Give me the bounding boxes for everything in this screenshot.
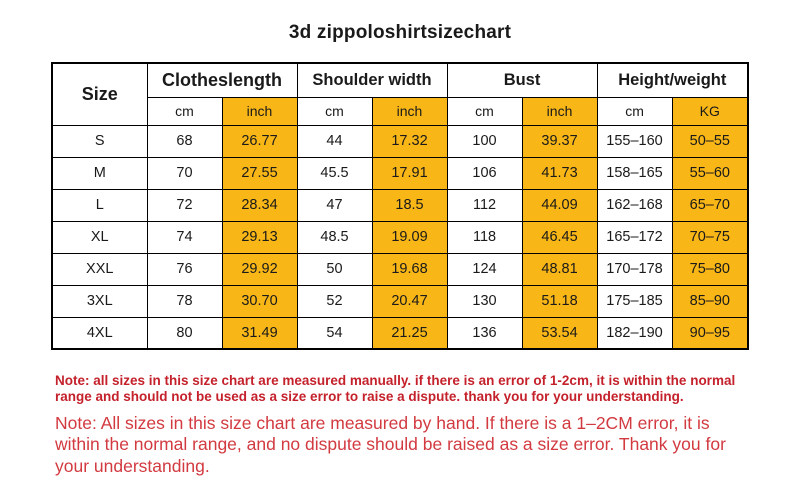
- value-cell: 26.77: [221, 124, 298, 158]
- notes-section: Note: all sizes in this size chart are m…: [55, 373, 747, 477]
- value-cell: 90–95: [671, 316, 749, 350]
- value-cell: 19.09: [371, 220, 448, 254]
- value-cell: 175–185: [596, 284, 673, 318]
- value-cell: 158–165: [596, 156, 673, 190]
- value-cell: 17.91: [371, 156, 448, 190]
- value-cell: 118: [446, 220, 523, 254]
- value-cell: 52: [296, 284, 373, 318]
- value-cell: 100: [446, 124, 523, 158]
- value-cell: 70: [146, 156, 223, 190]
- value-cell: 31.49: [221, 316, 298, 350]
- value-cell: 112: [446, 188, 523, 222]
- value-cell: 55–60: [671, 156, 749, 190]
- value-cell: 70–75: [671, 220, 749, 254]
- value-cell: 53.54: [521, 316, 598, 350]
- unit-cell-inch: inch: [371, 96, 448, 126]
- size-cell: 3XL: [51, 284, 148, 318]
- table-row: M 70 27.55 45.5 17.91 106 41.73 158–165 55–60: [51, 156, 749, 190]
- value-cell: 46.45: [521, 220, 598, 254]
- value-cell: 130: [446, 284, 523, 318]
- size-cell: M: [51, 156, 148, 190]
- value-cell: 155–160: [596, 124, 673, 158]
- value-cell: 76: [146, 252, 223, 286]
- size-cell: L: [51, 188, 148, 222]
- column-header-size: Size: [51, 62, 148, 126]
- value-cell: 20.47: [371, 284, 448, 318]
- column-header-shoulder-width: Shoulder width: [296, 62, 448, 98]
- table-row: 3XL 78 30.70 52 20.47 130 51.18 175–185 85–90: [51, 284, 749, 318]
- table-row: L 72 28.34 47 18.5 112 44.09 162–168 65–70: [51, 188, 749, 222]
- value-cell: 106: [446, 156, 523, 190]
- value-cell: 72: [146, 188, 223, 222]
- value-cell: 51.18: [521, 284, 598, 318]
- note-manual-measure: Note: all sizes in this size chart are m…: [55, 373, 736, 405]
- table-row: XL 74 29.13 48.5 19.09 118 46.45 165–172 70–75: [51, 220, 749, 254]
- unit-cell-cm: cm: [296, 96, 373, 126]
- value-cell: 162–168: [596, 188, 673, 222]
- value-cell: 48.5: [296, 220, 373, 254]
- value-cell: 45.5: [296, 156, 373, 190]
- value-cell: 44.09: [521, 188, 598, 222]
- table-row: 4XL 80 31.49 54 21.25 136 53.54 182–190 90–95: [51, 316, 749, 350]
- unit-cell-cm: cm: [596, 96, 673, 126]
- value-cell: 44: [296, 124, 373, 158]
- value-cell: 170–178: [596, 252, 673, 286]
- column-header-clotheslength: Clotheslength: [146, 62, 298, 98]
- column-header-bust: Bust: [446, 62, 598, 98]
- value-cell: 17.32: [371, 124, 448, 158]
- column-header-height-weight: Height/weight: [596, 62, 749, 98]
- size-cell: S: [51, 124, 148, 158]
- value-cell: 41.73: [521, 156, 598, 190]
- value-cell: 48.81: [521, 252, 598, 286]
- size-cell: 4XL: [51, 316, 148, 350]
- value-cell: 85–90: [671, 284, 749, 318]
- unit-cell-inch: inch: [221, 96, 298, 126]
- header-group-row: Size Clotheslength Shoulder width Bust H…: [51, 62, 749, 126]
- value-cell: 29.92: [221, 252, 298, 286]
- value-cell: 78: [146, 284, 223, 318]
- value-cell: 75–80: [671, 252, 749, 286]
- value-cell: 50: [296, 252, 373, 286]
- value-cell: 30.70: [221, 284, 298, 318]
- unit-cell-cm: cm: [446, 96, 523, 126]
- size-cell: XL: [51, 220, 148, 254]
- value-cell: 29.13: [221, 220, 298, 254]
- header-units-row: cm inch cm inch cm inch cm KG: [52, 96, 749, 126]
- value-cell: 68: [146, 124, 223, 158]
- value-cell: 18.5: [371, 188, 448, 222]
- value-cell: 27.55: [221, 156, 298, 190]
- unit-cell-inch: inch: [521, 96, 598, 126]
- value-cell: 54: [296, 316, 373, 350]
- table-row: S 68 26.77 44 17.32 100 39.37 155–160 50–55: [51, 124, 749, 158]
- value-cell: 136: [446, 316, 523, 350]
- note-hand-measure: Note: All sizes in this size chart are m…: [55, 412, 726, 476]
- value-cell: 65–70: [671, 188, 749, 222]
- value-cell: 39.37: [521, 124, 598, 158]
- size-cell: XXL: [51, 252, 148, 286]
- table-row: XXL 76 29.92 50 19.68 124 48.81 170–178 75–80: [51, 252, 749, 286]
- value-cell: 47: [296, 188, 373, 222]
- size-chart-table: Size Clotheslength Shoulder width Bust H…: [51, 62, 750, 350]
- value-cell: 182–190: [596, 316, 673, 350]
- value-cell: 165–172: [596, 220, 673, 254]
- value-cell: 28.34: [221, 188, 298, 222]
- value-cell: 21.25: [371, 316, 448, 350]
- value-cell: 80: [146, 316, 223, 350]
- unit-cell-cm: cm: [146, 96, 223, 126]
- value-cell: 19.68: [371, 252, 448, 286]
- page-title: 3d zippoloshirtsizechart: [288, 22, 512, 43]
- value-cell: 50–55: [671, 124, 749, 158]
- value-cell: 124: [446, 252, 523, 286]
- unit-cell-kg: KG: [671, 96, 749, 126]
- value-cell: 74: [146, 220, 223, 254]
- table-body: S 68 26.77 44 17.32 100 39.37 155–160 50–55 M 70 27…: [51, 124, 749, 350]
